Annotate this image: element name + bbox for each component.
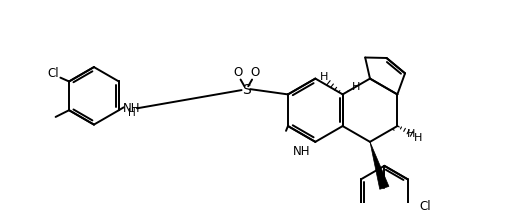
Text: H: H bbox=[414, 132, 423, 142]
Polygon shape bbox=[370, 142, 389, 189]
Text: H: H bbox=[129, 108, 136, 118]
Text: Cl: Cl bbox=[419, 199, 431, 212]
Text: H: H bbox=[352, 82, 361, 92]
Text: O: O bbox=[233, 66, 242, 79]
Text: NH: NH bbox=[293, 145, 311, 158]
Text: NH: NH bbox=[122, 102, 140, 115]
Text: H: H bbox=[407, 129, 416, 139]
Text: O: O bbox=[250, 66, 260, 79]
Text: S: S bbox=[242, 83, 251, 97]
Text: Cl: Cl bbox=[47, 67, 58, 80]
Text: H: H bbox=[320, 72, 328, 82]
